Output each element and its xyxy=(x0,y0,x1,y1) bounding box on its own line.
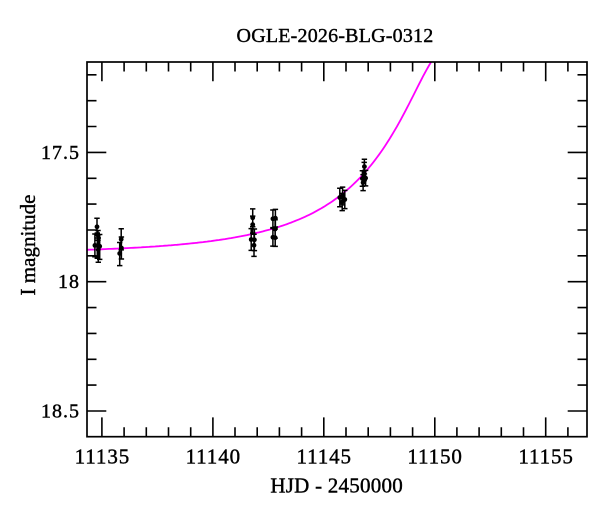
svg-text:11150: 11150 xyxy=(407,444,462,468)
svg-text:11155: 11155 xyxy=(518,444,573,468)
svg-text:HJD - 2450000: HJD - 2450000 xyxy=(270,473,403,497)
svg-text:OGLE-2026-BLG-0312: OGLE-2026-BLG-0312 xyxy=(237,25,434,47)
svg-text:18: 18 xyxy=(58,271,80,293)
svg-text:11135: 11135 xyxy=(75,444,130,468)
svg-text:11140: 11140 xyxy=(186,444,241,468)
svg-text:18.5: 18.5 xyxy=(41,401,80,423)
svg-text:17.5: 17.5 xyxy=(41,142,80,164)
svg-text:11145: 11145 xyxy=(296,444,351,468)
svg-text:I magnitude: I magnitude xyxy=(16,195,40,296)
